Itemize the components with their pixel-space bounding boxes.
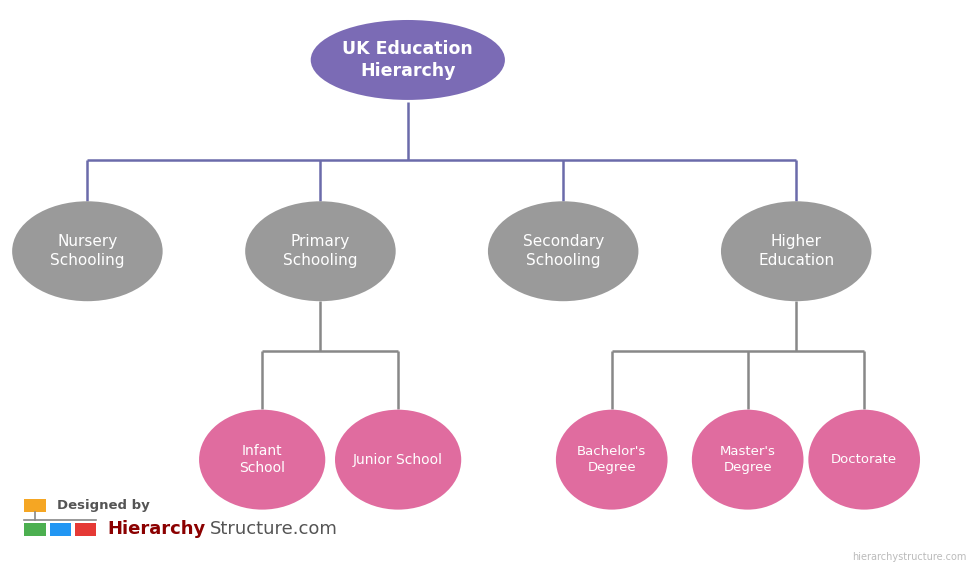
FancyBboxPatch shape (24, 499, 46, 512)
Ellipse shape (488, 201, 639, 301)
Text: Primary
Schooling: Primary Schooling (284, 235, 357, 268)
Text: UK Education
Hierarchy: UK Education Hierarchy (343, 40, 473, 80)
FancyBboxPatch shape (50, 523, 71, 536)
Text: Master's
Degree: Master's Degree (720, 445, 776, 474)
Ellipse shape (691, 410, 804, 509)
Ellipse shape (335, 410, 461, 509)
Text: Higher
Education: Higher Education (758, 235, 834, 268)
Text: Designed by: Designed by (57, 499, 151, 512)
Text: Secondary
Schooling: Secondary Schooling (522, 235, 604, 268)
Text: Structure.com: Structure.com (210, 520, 338, 538)
Ellipse shape (809, 410, 921, 509)
Ellipse shape (246, 201, 396, 301)
Text: Bachelor's
Degree: Bachelor's Degree (577, 445, 647, 474)
Ellipse shape (199, 410, 325, 509)
Text: Nursery
Schooling: Nursery Schooling (50, 235, 124, 268)
Ellipse shape (12, 201, 163, 301)
Text: Infant
School: Infant School (239, 444, 285, 475)
Ellipse shape (556, 410, 668, 509)
Text: Hierarchy: Hierarchy (108, 520, 206, 538)
FancyBboxPatch shape (75, 523, 96, 536)
Text: Doctorate: Doctorate (831, 453, 897, 466)
FancyBboxPatch shape (24, 523, 46, 536)
Ellipse shape (311, 20, 505, 100)
Ellipse shape (720, 201, 872, 301)
Text: Junior School: Junior School (353, 453, 443, 467)
Text: hierarchystructure.com: hierarchystructure.com (852, 552, 966, 562)
